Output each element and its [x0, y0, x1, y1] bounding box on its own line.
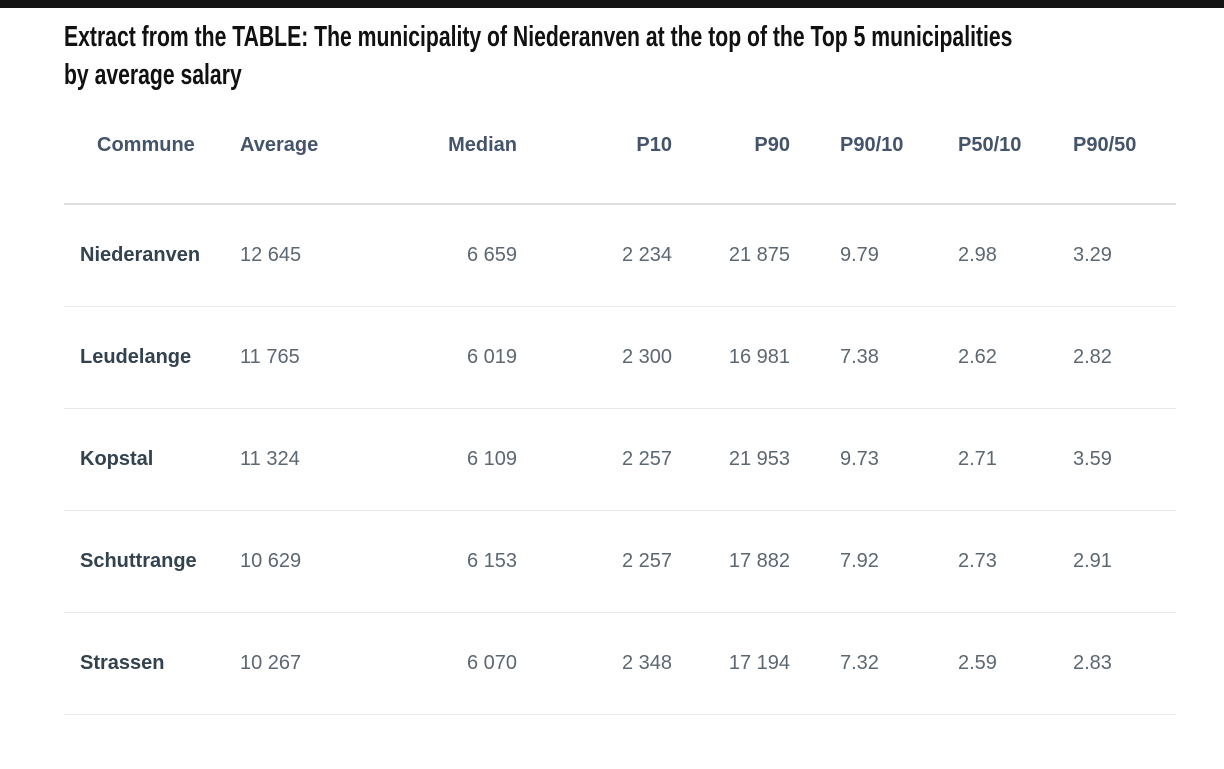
column-header-p50_10: P50/10 — [908, 118, 1023, 205]
cell-p10: 2 257 — [517, 408, 672, 511]
cell-p10: 2 300 — [517, 306, 672, 409]
column-header-p90_50: P90/50 — [1023, 118, 1176, 205]
table-row: Strassen 10 267 6 070 2 348 17 194 7.32 2.59 2.… — [64, 612, 1176, 715]
cell-average: 10 267 — [227, 612, 357, 715]
cell-p90: 21 953 — [672, 408, 790, 511]
cell-commune: Niederanven — [64, 204, 227, 307]
table-body: Niederanven 12 645 6 659 2 234 21 875 9.79 2.9… — [64, 204, 1176, 715]
cell-median: 6 109 — [357, 408, 517, 511]
header-row: Commune Average Median P10 P90 P90/10 P50/10 P9… — [64, 118, 1176, 205]
cell-commune: Leudelange — [64, 306, 227, 409]
cell-p90_50: 2.82 — [1023, 306, 1176, 409]
column-header-p10: P10 — [517, 118, 672, 205]
column-header-p90_10: P90/10 — [790, 118, 908, 205]
cell-p90: 16 981 — [672, 306, 790, 409]
cell-p90_10: 7.38 — [790, 306, 908, 409]
cell-p90_50: 2.91 — [1023, 510, 1176, 613]
cell-average: 11 324 — [227, 408, 357, 511]
cell-p90_10: 7.92 — [790, 510, 908, 613]
cell-median: 6 659 — [357, 204, 517, 307]
cell-p90: 17 882 — [672, 510, 790, 613]
column-header-commune: Commune — [64, 118, 227, 205]
cell-p10: 2 257 — [517, 510, 672, 613]
cell-average: 11 765 — [227, 306, 357, 409]
cell-p90_50: 3.59 — [1023, 408, 1176, 511]
page-title-line-1: Extract from the TABLE: The municipality… — [64, 21, 1013, 53]
table-row: Niederanven 12 645 6 659 2 234 21 875 9.79 2.9… — [64, 204, 1176, 307]
cell-median: 6 153 — [357, 510, 517, 613]
page-title-line-2: by average salary — [64, 59, 242, 91]
cell-median: 6 070 — [357, 612, 517, 715]
page-title: Extract from the TABLE: The municipality… — [64, 18, 1224, 94]
table-row: Leudelange 11 765 6 019 2 300 16 981 7.38 2.62… — [64, 306, 1176, 409]
table-row: Schuttrange 10 629 6 153 2 257 17 882 7.92 2.7… — [64, 510, 1176, 613]
column-header-average: Average — [227, 118, 357, 205]
cell-p50_10: 2.71 — [908, 408, 1023, 511]
cell-commune: Kopstal — [64, 408, 227, 511]
column-header-median: Median — [357, 118, 517, 205]
table-row: Kopstal 11 324 6 109 2 257 21 953 9.73 2.71 3.5… — [64, 408, 1176, 511]
cell-median: 6 019 — [357, 306, 517, 409]
cell-p90: 17 194 — [672, 612, 790, 715]
cell-p50_10: 2.73 — [908, 510, 1023, 613]
cell-p90_10: 9.79 — [790, 204, 908, 307]
cell-p90_50: 2.83 — [1023, 612, 1176, 715]
cell-p90_50: 3.29 — [1023, 204, 1176, 307]
cell-p50_10: 2.98 — [908, 204, 1023, 307]
cell-p90: 21 875 — [672, 204, 790, 307]
cell-p90_10: 7.32 — [790, 612, 908, 715]
cell-p10: 2 234 — [517, 204, 672, 307]
cell-average: 12 645 — [227, 204, 357, 307]
cell-commune: Schuttrange — [64, 510, 227, 613]
cell-p90_10: 9.73 — [790, 408, 908, 511]
cell-p10: 2 348 — [517, 612, 672, 715]
cell-p50_10: 2.59 — [908, 612, 1023, 715]
cell-average: 10 629 — [227, 510, 357, 613]
top-bar — [0, 0, 1224, 8]
top5-municipalities-table: Commune Average Median P10 P90 P90/10 P50/10 P9… — [64, 118, 1176, 715]
cell-p50_10: 2.62 — [908, 306, 1023, 409]
cell-commune: Strassen — [64, 612, 227, 715]
column-header-p90: P90 — [672, 118, 790, 205]
